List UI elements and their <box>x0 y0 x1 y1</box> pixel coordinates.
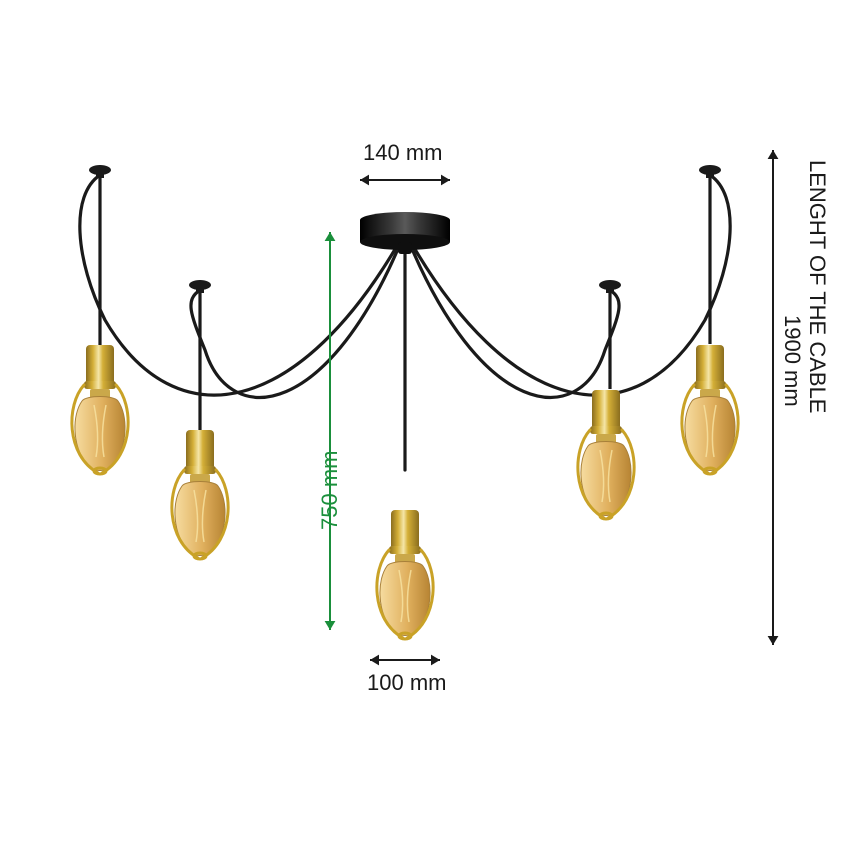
pendant-1 <box>172 430 228 559</box>
canopy-width-label: 140 mm <box>363 140 442 166</box>
bulb-width-label: 100 mm <box>367 670 446 696</box>
cable-2 <box>405 232 619 397</box>
pendant-2 <box>377 510 433 639</box>
cable-3 <box>405 175 730 395</box>
diagram-stage: 140 mm 100 mm 750 mm 1900 mm LENGHT OF T… <box>0 0 868 868</box>
diagram-svg <box>0 0 868 868</box>
pendant-0 <box>72 345 128 474</box>
pendant-3 <box>578 390 634 519</box>
cable-length-title: LENGHT OF THE CABLE <box>804 160 830 413</box>
cable-length-value: 1900 mm <box>779 315 805 407</box>
cable-0 <box>80 175 405 395</box>
cable-1 <box>191 232 405 397</box>
drop-height-label: 750 mm <box>317 451 343 530</box>
pendant-4 <box>682 345 738 474</box>
